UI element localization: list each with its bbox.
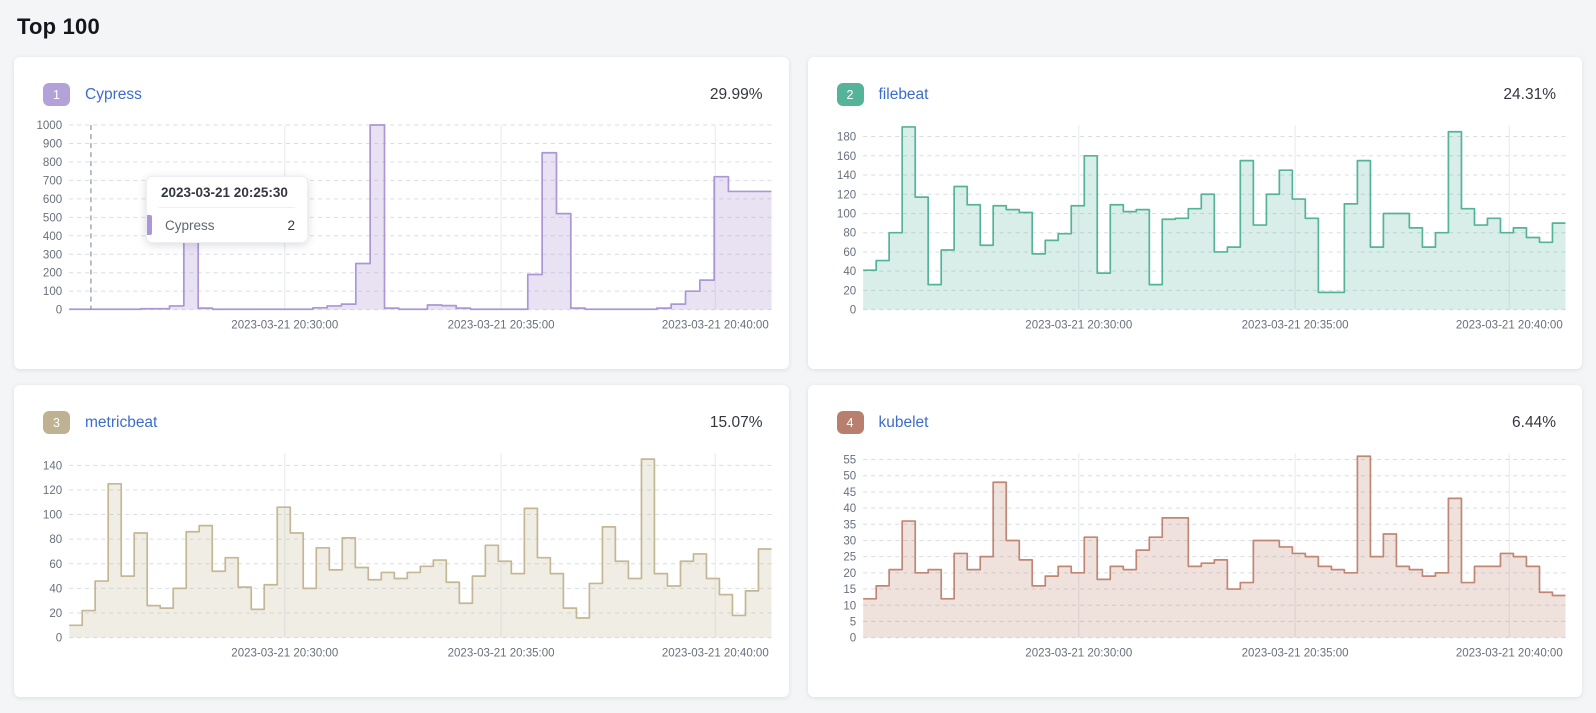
svg-text:2023-03-21 20:35:00: 2023-03-21 20:35:00 [1241, 648, 1348, 660]
card-header: 2 filebeat 24.31% [808, 57, 1583, 106]
rank-badge: 1 [43, 83, 70, 106]
svg-text:80: 80 [843, 228, 856, 240]
tooltip-timestamp: 2023-03-21 20:25:30 [159, 184, 295, 208]
percent-value: 15.07% [709, 413, 763, 431]
svg-text:2023-03-21 20:35:00: 2023-03-21 20:35:00 [448, 648, 555, 660]
area-chart-canvas[interactable]: 2023-03-21 20:30:00 2023-03-21 20:35:00 20… [23, 119, 776, 336]
svg-text:2023-03-21 20:30:00: 2023-03-21 20:30:00 [1025, 320, 1132, 332]
svg-text:35: 35 [843, 519, 856, 531]
chart-card-metricbeat: 3 metricbeat 15.07% 2023-03-21 20:30:00 2… [14, 385, 789, 697]
tooltip-row: Cypress 2 [147, 208, 295, 235]
svg-text:2023-03-21 20:40:00: 2023-03-21 20:40:00 [1455, 648, 1562, 660]
svg-text:2023-03-21 20:40:00: 2023-03-21 20:40:00 [662, 648, 769, 660]
svg-text:1000: 1000 [37, 120, 63, 132]
svg-text:45: 45 [843, 487, 856, 499]
tooltip-series-label: Cypress [165, 217, 215, 233]
svg-text:60: 60 [843, 247, 856, 259]
percent-value: 29.99% [709, 85, 763, 103]
percent-value: 6.44% [1512, 413, 1556, 431]
svg-text:30: 30 [843, 535, 856, 547]
rank-badge: 2 [836, 83, 864, 106]
svg-text:120: 120 [836, 189, 855, 201]
svg-text:800: 800 [43, 157, 62, 169]
svg-text:0: 0 [849, 633, 855, 645]
series-name-link[interactable]: kubelet [878, 413, 929, 431]
svg-text:15: 15 [843, 584, 856, 596]
card-header: 3 metricbeat 15.07% [14, 385, 789, 434]
svg-text:2023-03-21 20:30:00: 2023-03-21 20:30:00 [1025, 648, 1132, 660]
svg-text:140: 140 [43, 460, 62, 472]
svg-text:20: 20 [49, 608, 62, 620]
chart-grid: 1 Cypress 29.99% 2023-03-21 20:30:00 2023… [14, 57, 1582, 697]
svg-text:500: 500 [43, 212, 62, 224]
svg-text:200: 200 [43, 268, 62, 280]
svg-text:0: 0 [56, 305, 62, 317]
chart-area: 2023-03-21 20:30:00 2023-03-21 20:35:00 20… [808, 434, 1583, 697]
svg-text:5: 5 [849, 616, 855, 628]
svg-text:2023-03-21 20:30:00: 2023-03-21 20:30:00 [231, 320, 338, 332]
svg-text:600: 600 [43, 194, 62, 206]
svg-text:0: 0 [56, 633, 62, 645]
dashboard-page: Top 100 1 Cypress 29.99% 2023-03-21 20:3… [14, 14, 1582, 697]
page-title: Top 100 [17, 14, 100, 39]
svg-text:300: 300 [43, 249, 62, 261]
series-name-link[interactable]: filebeat [878, 85, 929, 103]
svg-text:2023-03-21 20:35:00: 2023-03-21 20:35:00 [448, 320, 555, 332]
svg-text:900: 900 [43, 138, 62, 150]
percent-value: 24.31% [1503, 85, 1556, 103]
svg-text:40: 40 [843, 503, 856, 515]
svg-text:55: 55 [843, 455, 856, 467]
svg-text:140: 140 [836, 170, 855, 182]
chart-area: 2023-03-21 20:30:00 2023-03-21 20:35:00 20… [14, 106, 789, 369]
svg-text:2023-03-21 20:35:00: 2023-03-21 20:35:00 [1241, 320, 1348, 332]
svg-text:0: 0 [849, 305, 855, 317]
area-chart-canvas[interactable]: 2023-03-21 20:30:00 2023-03-21 20:35:00 20… [23, 447, 776, 664]
svg-text:25: 25 [843, 552, 856, 564]
chart-area: 2023-03-21 20:30:00 2023-03-21 20:35:00 20… [14, 434, 789, 697]
svg-text:50: 50 [843, 471, 856, 483]
svg-text:120: 120 [43, 485, 62, 497]
svg-text:100: 100 [43, 286, 62, 298]
rank-badge: 3 [43, 411, 70, 434]
series-name-link[interactable]: Cypress [85, 85, 142, 103]
svg-text:100: 100 [43, 510, 62, 522]
svg-text:40: 40 [49, 583, 62, 595]
chart-card-kubelet: 4 kubelet 6.44% 2023-03-21 20:30:00 2023-… [807, 385, 1583, 697]
rank-badge: 4 [836, 411, 864, 434]
svg-text:100: 100 [836, 208, 855, 220]
tooltip-series-value: 2 [287, 217, 295, 233]
svg-text:80: 80 [49, 534, 62, 546]
area-chart-canvas[interactable]: 2023-03-21 20:30:00 2023-03-21 20:35:00 20… [817, 119, 1570, 336]
svg-text:2023-03-21 20:30:00: 2023-03-21 20:30:00 [231, 648, 338, 660]
series-name-link[interactable]: metricbeat [85, 413, 158, 431]
card-header: 1 Cypress 29.99% [14, 57, 789, 106]
svg-text:180: 180 [836, 132, 855, 144]
svg-text:20: 20 [843, 568, 856, 580]
svg-text:40: 40 [843, 266, 856, 278]
svg-text:20: 20 [843, 285, 856, 297]
chart-card-filebeat: 2 filebeat 24.31% 2023-03-21 20:30:00 202… [807, 57, 1583, 369]
svg-text:700: 700 [43, 175, 62, 187]
area-chart-canvas[interactable]: 2023-03-21 20:30:00 2023-03-21 20:35:00 20… [817, 447, 1570, 664]
svg-text:400: 400 [43, 231, 62, 243]
svg-text:10: 10 [843, 600, 856, 612]
svg-text:2023-03-21 20:40:00: 2023-03-21 20:40:00 [662, 320, 769, 332]
chart-tooltip: 2023-03-21 20:25:30 Cypress 2 [146, 176, 308, 243]
card-header: 4 kubelet 6.44% [808, 385, 1583, 434]
svg-text:2023-03-21 20:40:00: 2023-03-21 20:40:00 [1455, 320, 1562, 332]
svg-text:60: 60 [49, 559, 62, 571]
series-color-swatch [147, 215, 152, 235]
svg-text:160: 160 [836, 151, 855, 163]
chart-card-cypress: 1 Cypress 29.99% 2023-03-21 20:30:00 2023… [14, 57, 789, 369]
chart-area: 2023-03-21 20:30:00 2023-03-21 20:35:00 20… [808, 106, 1583, 369]
